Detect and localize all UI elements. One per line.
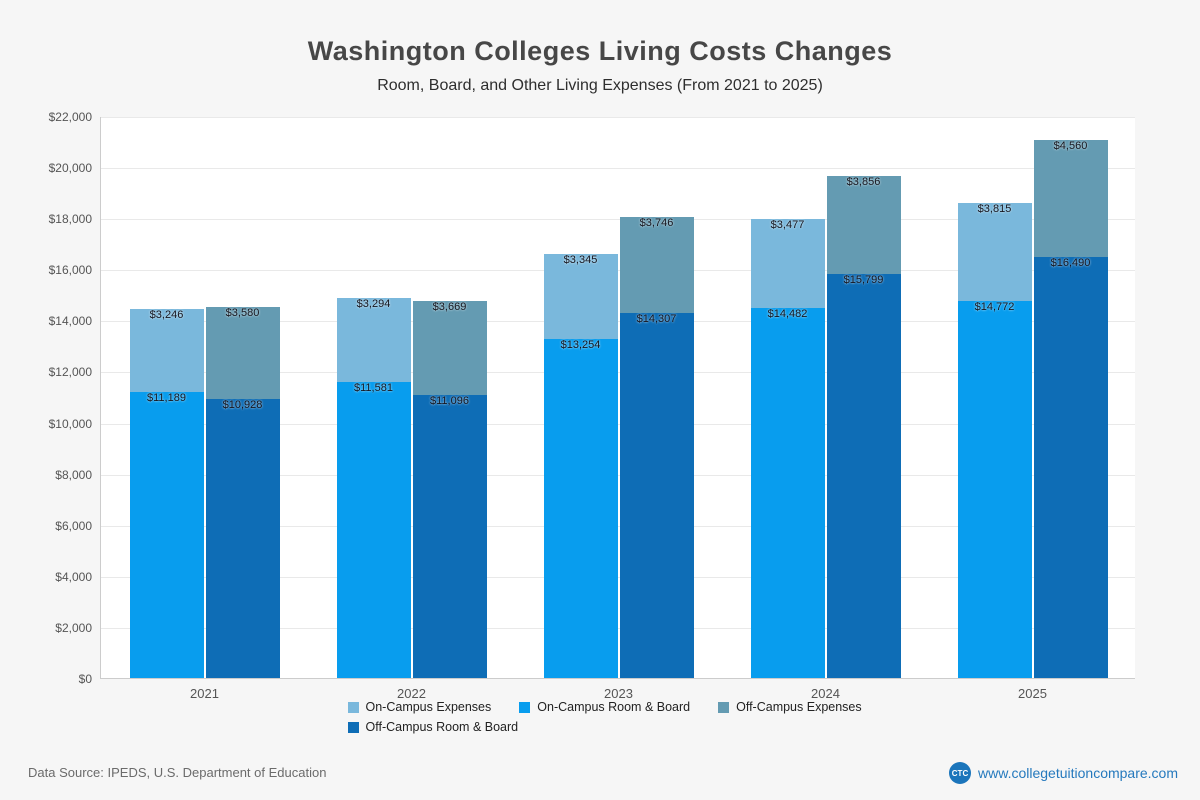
y-axis-tick-label: $22,000 xyxy=(48,110,92,124)
bar-value-label: $14,772 xyxy=(974,300,1015,313)
site-footer: CTC www.collegetuitioncompare.com xyxy=(949,762,1178,784)
bar-value-label: $13,254 xyxy=(560,339,601,352)
y-axis-tick-label: $2,000 xyxy=(55,620,92,635)
bar-value-label: $16,490 xyxy=(1050,256,1091,269)
y-axis-tick-label: $18,000 xyxy=(48,212,92,227)
gridline xyxy=(101,270,1135,272)
legend-row: Off-Campus Room & Board xyxy=(347,720,853,734)
plot-area: $0 $2,000 $4,000 $6,000 $8,000 $10,000 $12,000… xyxy=(49,110,1135,701)
bar-value-label: $3,815 xyxy=(977,203,1012,216)
gridline xyxy=(101,525,1135,527)
x-axis-tick-label: 2025 xyxy=(1018,686,1047,701)
bar-segment[interactable]: $11,096 xyxy=(412,394,487,678)
legend-swatch-icon xyxy=(718,701,730,713)
bar-value-label: $3,246 xyxy=(149,309,184,322)
gridline xyxy=(101,117,1135,118)
bar-value-label: $3,345 xyxy=(563,253,598,266)
bar-segment[interactable]: $3,477 xyxy=(750,219,825,309)
y-axis-tick-label: $0 xyxy=(78,672,92,686)
y-axis-tick-label: $6,000 xyxy=(55,518,92,533)
legend-label: Off-Campus Expenses xyxy=(736,700,862,714)
x-axis-tick-label: 2024 xyxy=(811,686,840,701)
bar-segment[interactable]: $4,560 xyxy=(1033,140,1108,257)
bar-value-label: $3,580 xyxy=(225,307,260,320)
chart-legend: On-Campus Expenses On-Campus Room & Board… xyxy=(0,700,1200,740)
bar-segment[interactable]: $3,345 xyxy=(543,253,618,340)
y-axis-tick-label: $12,000 xyxy=(48,365,92,380)
gridline xyxy=(101,321,1135,323)
bar-value-label: $3,294 xyxy=(356,298,391,311)
gridline xyxy=(101,576,1135,578)
data-source-note: Data Source: IPEDS, U.S. Department of E… xyxy=(28,765,327,780)
bar-value-label: $10,928 xyxy=(222,398,263,411)
bar-segment[interactable]: $3,246 xyxy=(129,309,204,393)
x-axis-tick-label: 2023 xyxy=(604,686,633,701)
bar-segment[interactable]: $14,772 xyxy=(957,300,1032,678)
site-link[interactable]: www.collegetuitioncompare.com xyxy=(978,765,1178,781)
gridline xyxy=(101,423,1135,425)
ctc-logo-icon: CTC xyxy=(949,762,972,784)
y-axis-tick-label: $4,000 xyxy=(55,569,92,584)
page-subtitle: Room, Board, and Other Living Expenses (… xyxy=(377,77,823,94)
x-axis-tick-label: 2022 xyxy=(397,686,426,701)
bar-segment[interactable]: $14,482 xyxy=(750,308,825,678)
y-axis-tick-label: $10,000 xyxy=(48,416,92,431)
gridline xyxy=(101,474,1135,476)
bar-value-label: $3,746 xyxy=(639,216,674,229)
bar-segment[interactable]: $3,669 xyxy=(412,300,487,395)
bar-segment[interactable]: $11,189 xyxy=(129,392,204,678)
legend-swatch-icon xyxy=(347,701,359,713)
legend-label: On-Campus Expenses xyxy=(365,700,492,714)
legend-item[interactable]: Off-Campus Expenses xyxy=(718,700,862,714)
legend-row: On-Campus Expenses On-Campus Room & Board… xyxy=(347,700,862,714)
gridline xyxy=(101,372,1135,374)
page-title: Washington Colleges Living Costs Changes xyxy=(307,36,893,66)
legend-label: Off-Campus Room & Board xyxy=(365,720,519,734)
gridline xyxy=(101,219,1135,221)
bar-segment[interactable]: $3,856 xyxy=(826,175,901,275)
y-axis-tick-label: $14,000 xyxy=(48,314,92,329)
bar-segment[interactable]: $3,580 xyxy=(205,307,280,399)
bar-segment[interactable]: $11,581 xyxy=(336,382,411,678)
bar-segment[interactable]: $13,254 xyxy=(543,339,618,678)
legend-item[interactable]: On-Campus Room & Board xyxy=(519,700,690,714)
bar-value-label: $11,189 xyxy=(147,392,186,405)
gridline xyxy=(101,627,1135,629)
bar-segment[interactable]: $3,294 xyxy=(336,298,411,383)
bar-value-label: $14,307 xyxy=(636,312,677,325)
legend-item[interactable]: On-Campus Expenses xyxy=(347,700,492,714)
legend-swatch-icon xyxy=(347,721,359,733)
bar-value-label: $3,477 xyxy=(770,219,805,232)
bar-segment[interactable]: $3,815 xyxy=(957,203,1032,301)
bar-value-label: $15,799 xyxy=(843,274,884,287)
legend-item[interactable]: Off-Campus Room & Board xyxy=(347,720,519,734)
legend-rows: On-Campus Expenses On-Campus Room & Board… xyxy=(347,700,862,740)
bar-segment[interactable]: $3,746 xyxy=(619,216,694,313)
y-axis-tick-label: $16,000 xyxy=(48,263,92,278)
bar-value-label: $3,669 xyxy=(432,300,467,313)
bar-segment[interactable]: $15,799 xyxy=(826,274,901,678)
y-axis-tick-label: $8,000 xyxy=(55,467,92,482)
bar-value-label: $11,096 xyxy=(430,394,469,407)
legend-label: On-Campus Room & Board xyxy=(537,700,691,714)
bar-segment[interactable]: $14,307 xyxy=(619,312,694,678)
gridline xyxy=(101,168,1135,170)
bar-value-label: $4,560 xyxy=(1053,140,1088,153)
bar-segment[interactable]: $16,490 xyxy=(1033,256,1108,678)
x-axis-tick-label: 2021 xyxy=(190,686,219,701)
bar-value-label: $3,856 xyxy=(846,175,881,188)
bar-value-label: $14,482 xyxy=(767,308,808,321)
legend-swatch-icon xyxy=(519,701,531,713)
bar-segment[interactable]: $10,928 xyxy=(205,398,280,678)
y-axis-tick-label: $20,000 xyxy=(48,161,92,176)
bar-value-label: $11,581 xyxy=(354,382,393,395)
